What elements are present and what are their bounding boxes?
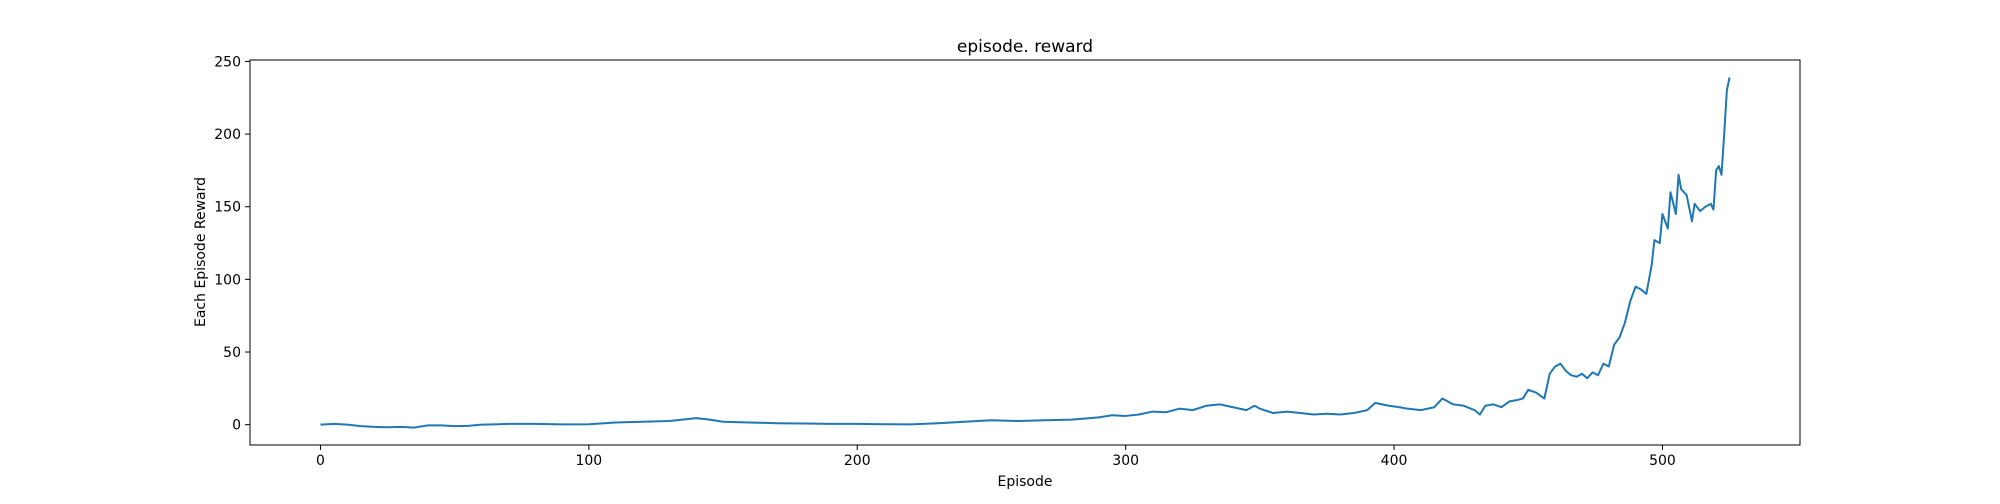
- y-axis-label: Each Episode Reward: [193, 177, 209, 327]
- chart-title: episode. reward: [957, 37, 1093, 57]
- x-tick-label: 300: [1112, 453, 1139, 469]
- x-tick-label: 0: [316, 453, 325, 469]
- y-tick-label: 50: [223, 345, 241, 361]
- x-tick-label: 200: [844, 453, 871, 469]
- y-tick-label: 100: [214, 272, 241, 288]
- y-tick-label: 150: [214, 200, 241, 216]
- data-line: [320, 77, 1731, 429]
- y-tick-label: 250: [214, 54, 241, 70]
- axes-frame: [249, 59, 1801, 446]
- y-tick-label: 200: [214, 127, 241, 143]
- x-tick-label: 500: [1649, 453, 1676, 469]
- x-tick-label: 100: [575, 453, 602, 469]
- x-axis-label: Episode: [998, 474, 1053, 490]
- x-tick-label: 400: [1381, 453, 1408, 469]
- y-tick-label: 0: [232, 418, 241, 434]
